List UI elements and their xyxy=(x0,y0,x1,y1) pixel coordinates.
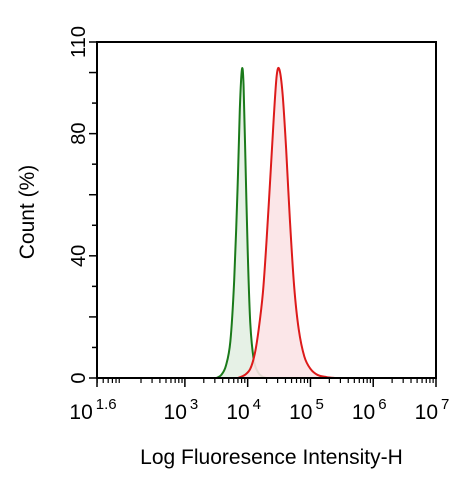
y-tick-label: 40 xyxy=(68,245,90,267)
tick-layer xyxy=(89,41,437,387)
y-tick-label: 80 xyxy=(68,123,90,145)
x-tick-label: 10 4 xyxy=(226,396,261,424)
x-tick-label: 10 3 xyxy=(164,396,199,424)
x-tick-label: 10 7 xyxy=(415,396,450,424)
series-layer xyxy=(216,66,336,379)
x-axis-title: Log Fluoresence Intensity-H xyxy=(140,446,403,469)
x-tick-label: 10 5 xyxy=(289,396,324,424)
x-tick-label: 10 6 xyxy=(352,396,387,424)
series-1-area xyxy=(216,68,267,378)
y-tick-label: 110 xyxy=(68,26,90,58)
x-tick-label: 10 1.6 xyxy=(69,396,116,424)
series-2-area xyxy=(237,67,336,378)
y-axis-title: Count (%) xyxy=(16,165,39,260)
y-tick-label: 0 xyxy=(68,372,90,383)
series-2-line xyxy=(237,66,336,379)
tick-label-layer: 0 40 80 110 10 1.6 10 3 10 4 10 5 10 6 10 7 xyxy=(68,26,449,424)
